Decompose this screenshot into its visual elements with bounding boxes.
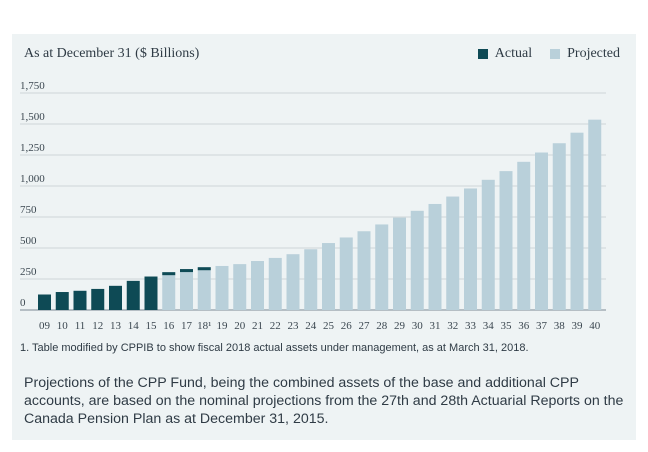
chart-legend: Actual Projected bbox=[477, 46, 620, 62]
x-tick-label-39: 39 bbox=[572, 320, 584, 332]
bar-actual-17 bbox=[180, 269, 193, 273]
legend-swatch-projected bbox=[550, 49, 561, 59]
x-tick-label-33: 33 bbox=[465, 320, 477, 332]
x-tick-label-25: 25 bbox=[323, 320, 335, 332]
x-tick-label-29: 29 bbox=[394, 320, 406, 332]
bar-actual-13 bbox=[109, 285, 122, 310]
x-tick-label-22: 22 bbox=[270, 320, 281, 332]
bar-projected-21 bbox=[251, 261, 264, 310]
bar-projected-17 bbox=[180, 269, 193, 310]
bar-projected-37 bbox=[535, 152, 548, 310]
x-tick-label-19: 19 bbox=[217, 320, 229, 332]
y-tick-label-4: 750 bbox=[20, 204, 37, 216]
x-tick-label-38: 38 bbox=[554, 320, 566, 332]
x-tick-label-32: 32 bbox=[447, 320, 458, 332]
y-tick-label-1: 1,500 bbox=[20, 111, 45, 123]
y-tick-label-7: 0 bbox=[20, 297, 26, 309]
x-tick-label-37: 37 bbox=[536, 320, 548, 332]
bar-projected-32 bbox=[446, 196, 460, 310]
x-tick-label-17: 17 bbox=[181, 320, 193, 332]
y-tick-label-2: 1,250 bbox=[20, 142, 45, 154]
bar-projected-40 bbox=[588, 119, 602, 310]
x-tick-label-40: 40 bbox=[589, 320, 601, 332]
x-tick-label-14: 14 bbox=[128, 320, 140, 332]
x-tick-label-20: 20 bbox=[234, 320, 246, 332]
bar-projected-36 bbox=[517, 161, 531, 310]
legend-label-projected: Projected bbox=[567, 46, 620, 61]
x-tick-label-13: 13 bbox=[110, 320, 122, 332]
bar-chart: 1,750 1,500 1,250 1,000 750 500 250 0 09 10 11 12 13… bbox=[20, 80, 606, 332]
legend-item-actual: Actual bbox=[477, 46, 533, 62]
bar-actual-15 bbox=[144, 276, 158, 310]
bar-actual-18 bbox=[197, 267, 211, 271]
x-tick-label-35: 35 bbox=[501, 320, 513, 332]
x-tick-label-10: 10 bbox=[57, 320, 69, 332]
y-tick-label-6: 250 bbox=[20, 266, 37, 278]
bar-projected-20 bbox=[233, 264, 247, 310]
bar-actual-12 bbox=[91, 288, 105, 310]
chart-subtitle: As at December 31 ($ Billions) bbox=[24, 46, 200, 61]
bar-projected-38 bbox=[552, 143, 566, 310]
bar-actual-09 bbox=[38, 294, 51, 310]
x-tick-label-12: 12 bbox=[92, 320, 103, 332]
caption: Projections of the CPP Fund, being the c… bbox=[24, 375, 624, 427]
x-tick-label-30: 30 bbox=[412, 320, 424, 332]
x-tick-label-36: 36 bbox=[518, 320, 530, 332]
x-tick-label-15: 15 bbox=[146, 320, 158, 332]
bar-projected-23 bbox=[286, 254, 300, 310]
bar-actual-11 bbox=[73, 290, 87, 310]
bar-actual-14 bbox=[126, 280, 140, 310]
x-tick-label-27: 27 bbox=[359, 320, 371, 332]
y-tick-label-5: 500 bbox=[20, 235, 37, 247]
footnote: 1. Table modified by CPPIB to show fisca… bbox=[20, 342, 529, 354]
x-tick-label-26: 26 bbox=[341, 320, 353, 332]
x-tick-label-09: 09 bbox=[39, 320, 51, 332]
x-tick-label-21: 21 bbox=[252, 320, 263, 332]
bar-projected-29 bbox=[393, 217, 406, 310]
x-tick-label-18: 18¹ bbox=[197, 320, 211, 332]
bar-projected-26 bbox=[339, 237, 353, 310]
x-tick-label-31: 31 bbox=[430, 320, 441, 332]
x-tick-label-24: 24 bbox=[305, 320, 317, 332]
bar-projected-25 bbox=[322, 243, 335, 310]
bar-projected-16 bbox=[162, 272, 176, 310]
y-tick-label-3: 1,000 bbox=[20, 173, 45, 185]
bar-projected-31 bbox=[428, 203, 442, 310]
legend-label-actual: Actual bbox=[494, 46, 533, 61]
bar-projected-28 bbox=[375, 224, 389, 310]
x-tick-label-28: 28 bbox=[376, 320, 388, 332]
bar-projected-19 bbox=[215, 265, 229, 310]
bar-projected-33 bbox=[464, 188, 477, 310]
bar-projected-34 bbox=[481, 179, 495, 310]
bar-actual-10 bbox=[55, 292, 69, 310]
bar-projected-24 bbox=[304, 249, 318, 310]
x-tick-label-16: 16 bbox=[163, 320, 175, 332]
bar-actual-16 bbox=[162, 272, 176, 276]
x-tick-label-23: 23 bbox=[288, 320, 300, 332]
legend-swatch-actual bbox=[477, 49, 488, 59]
bar-projected-18 bbox=[197, 267, 211, 310]
x-tick-label-11: 11 bbox=[75, 320, 86, 332]
bar-projected-30 bbox=[410, 210, 424, 310]
y-tick-label-0: 1,750 bbox=[20, 80, 45, 92]
x-tick-label-34: 34 bbox=[483, 320, 495, 332]
legend-item-projected: Projected bbox=[550, 46, 620, 62]
bar-projected-39 bbox=[570, 132, 584, 310]
bar-projected-35 bbox=[499, 171, 513, 310]
chart-panel: As at December 31 ($ Billions) Actual Pr… bbox=[12, 34, 636, 440]
bar-projected-27 bbox=[357, 231, 371, 310]
bar-projected-22 bbox=[268, 257, 282, 310]
